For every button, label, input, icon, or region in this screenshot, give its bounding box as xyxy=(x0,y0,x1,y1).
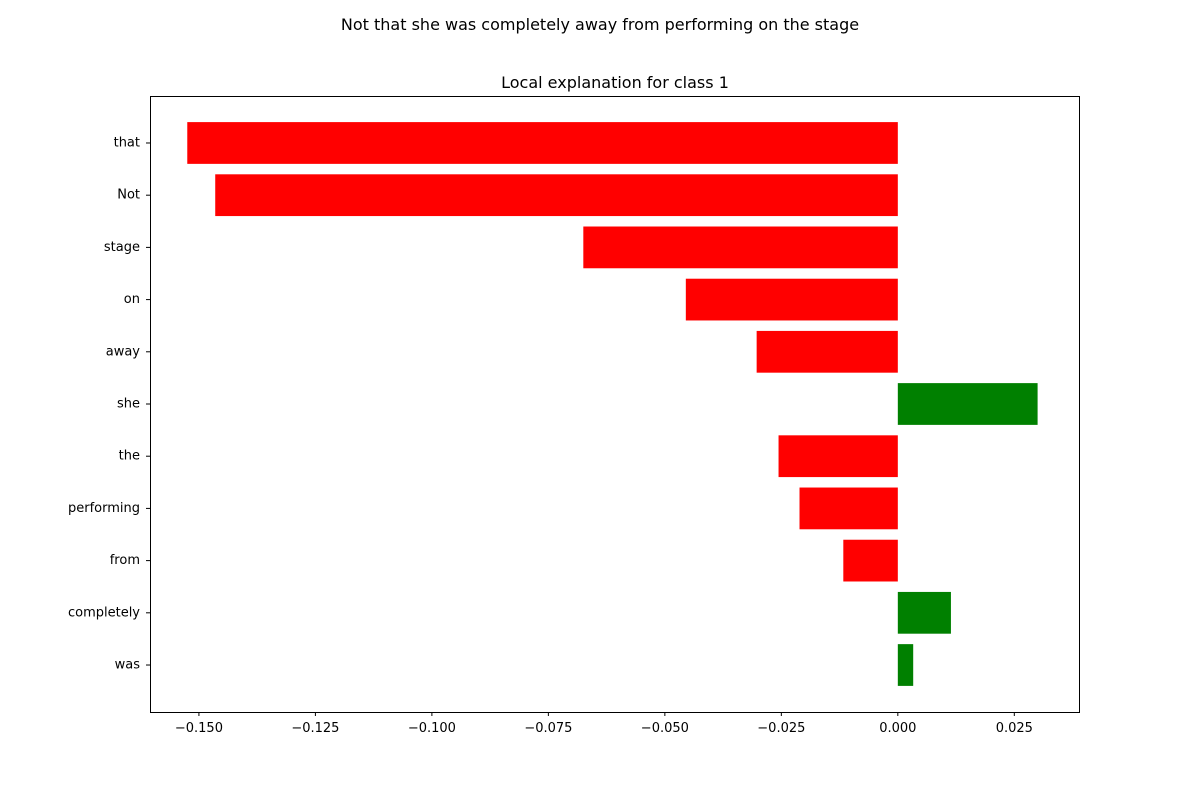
y-tick-label: stage xyxy=(104,240,140,255)
x-tick-label: −0.150 xyxy=(175,721,223,736)
y-tick-label: completely xyxy=(68,605,140,620)
bar-away xyxy=(756,330,898,373)
x-tick-label: −0.050 xyxy=(641,721,689,736)
y-tick-label: that xyxy=(114,135,140,150)
x-tick-label: 0.025 xyxy=(996,721,1033,736)
bar-on xyxy=(685,278,898,321)
bar-from xyxy=(843,539,898,582)
bar-was xyxy=(897,644,914,686)
bar-stage xyxy=(583,226,898,269)
y-axis: that Not stage on away she the performing from co… xyxy=(68,135,150,673)
x-tick-label: −0.100 xyxy=(408,721,456,736)
x-axis: −0.150 −0.125 −0.100 −0.075 −0.050 −0.025 0.00… xyxy=(175,712,1033,736)
x-tick-label: −0.075 xyxy=(524,721,572,736)
y-tick-label: away xyxy=(106,344,141,359)
y-tick-label: she xyxy=(117,397,140,412)
plot-frame xyxy=(150,96,1080,713)
chart-title: Local explanation for class 1 xyxy=(501,73,729,92)
y-tick-label: on xyxy=(124,292,140,307)
y-tick-label: the xyxy=(119,449,140,464)
bar-completely xyxy=(897,591,951,634)
chart-suptitle: Not that she was completely away from pe… xyxy=(341,15,859,34)
bar-the xyxy=(778,435,898,478)
x-tick-label: −0.025 xyxy=(757,721,805,736)
x-tick-label: −0.125 xyxy=(291,721,339,736)
y-tick-label: Not xyxy=(117,188,140,203)
y-tick-label: from xyxy=(110,553,140,568)
x-tick-label: 0.000 xyxy=(879,721,916,736)
bar-that xyxy=(187,122,898,164)
y-tick-label: was xyxy=(115,658,141,673)
bar-not xyxy=(215,174,898,217)
bar-performing xyxy=(799,487,898,530)
bar-she xyxy=(897,383,1038,425)
y-tick-label: performing xyxy=(68,501,140,516)
bars-layer xyxy=(187,122,1038,686)
